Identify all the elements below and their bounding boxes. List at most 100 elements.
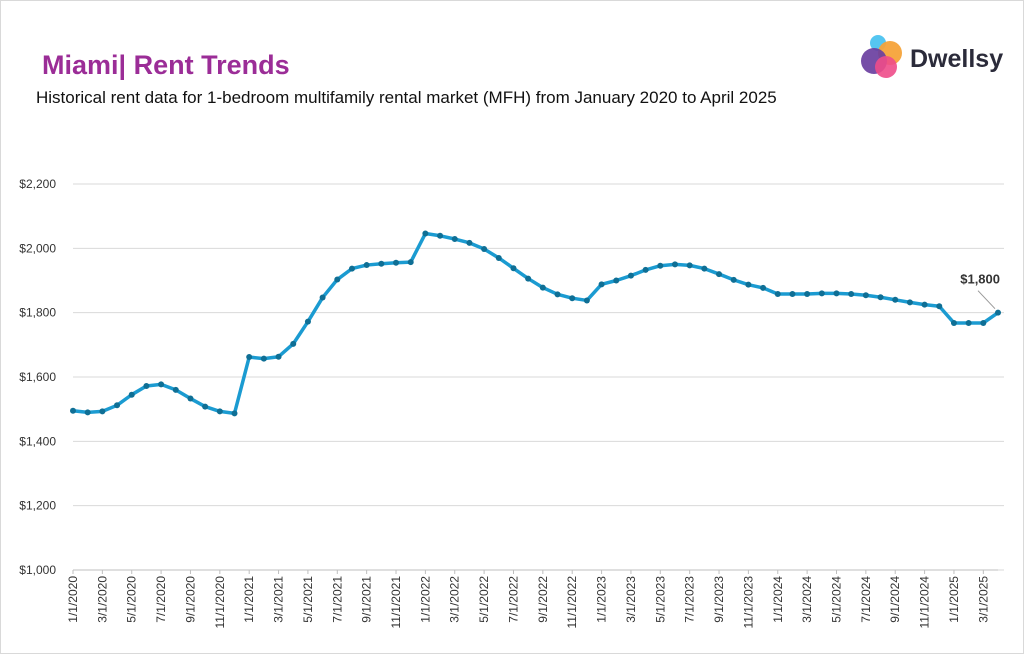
- data-point: [804, 291, 811, 298]
- x-tick-label: 11/1/2023: [741, 576, 755, 629]
- series-line: [72, 231, 1000, 416]
- data-point: [231, 410, 238, 417]
- annotation-leader: [977, 290, 996, 310]
- data-point: [627, 272, 634, 279]
- data-point: [187, 395, 194, 402]
- chart-title: Miami| Rent Trends: [42, 50, 290, 80]
- data-point: [334, 276, 341, 283]
- data-point: [481, 245, 488, 252]
- data-point: [495, 254, 502, 261]
- data-point: [730, 276, 737, 283]
- data-point: [172, 386, 179, 393]
- data-point: [246, 354, 253, 361]
- data-point: [980, 319, 987, 326]
- data-point: [569, 295, 576, 302]
- data-point: [613, 277, 620, 284]
- y-tick-label: $1,400: [19, 434, 56, 448]
- data-point: [348, 265, 355, 272]
- data-point: [686, 262, 693, 269]
- data-point: [936, 303, 943, 310]
- data-point: [818, 290, 825, 297]
- x-tick-label: 9/1/2021: [360, 576, 374, 623]
- x-tick-label: 3/1/2024: [800, 576, 814, 623]
- data-point: [70, 407, 76, 414]
- data-point: [642, 266, 649, 273]
- x-tick-label: 9/1/2023: [712, 576, 726, 623]
- data-label: $1,800: [960, 272, 1000, 287]
- x-tick-label: 9/1/2022: [536, 576, 550, 623]
- data-point: [745, 281, 752, 288]
- x-tick-label: 3/1/2025: [976, 576, 990, 623]
- data-point: [128, 391, 135, 398]
- x-tick-label: 1/1/2025: [947, 576, 961, 623]
- data-point: [774, 291, 781, 298]
- x-tick-label: 3/1/2021: [272, 576, 286, 623]
- x-tick-label: 7/1/2020: [154, 576, 168, 623]
- data-point: [877, 294, 884, 301]
- chart-subtitle: Historical rent data for 1-bedroom multi…: [36, 88, 777, 107]
- x-tick-label: 7/1/2021: [330, 576, 344, 623]
- data-point: [789, 291, 796, 298]
- x-tick-label: 9/1/2024: [888, 576, 902, 623]
- data-point: [554, 291, 561, 298]
- data-point: [466, 239, 473, 246]
- x-tick-label: 7/1/2024: [859, 576, 873, 623]
- data-point: [583, 297, 590, 304]
- data-point: [202, 403, 209, 410]
- data-point: [114, 402, 121, 409]
- brand-logo: Dwellsy: [858, 33, 1008, 83]
- data-point: [716, 271, 723, 278]
- data-point: [892, 296, 899, 303]
- x-tick-label: 11/1/2024: [918, 576, 932, 629]
- data-point: [143, 383, 150, 390]
- y-tick-label: $1,000: [19, 563, 56, 577]
- x-tick-label: 1/1/2020: [66, 576, 80, 623]
- x-tick-label: 3/1/2020: [95, 576, 109, 623]
- data-point: [158, 381, 165, 388]
- y-tick-label: $1,800: [19, 306, 56, 320]
- x-tick-label: 7/1/2022: [506, 576, 520, 623]
- data-point: [393, 259, 400, 266]
- data-point: [598, 281, 605, 288]
- data-point: [84, 409, 91, 416]
- data-point: [848, 291, 855, 298]
- data-point: [290, 340, 297, 347]
- data-point: [539, 284, 546, 291]
- data-point: [216, 408, 223, 415]
- data-point: [906, 299, 913, 306]
- x-tick-label: 5/1/2024: [829, 576, 843, 623]
- y-tick-label: $2,200: [19, 177, 56, 191]
- data-point: [657, 262, 664, 269]
- data-point: [363, 262, 370, 269]
- data-point: [260, 355, 267, 362]
- data-point: [833, 290, 840, 297]
- x-tick-label: 5/1/2021: [301, 576, 315, 623]
- y-tick-label: $2,000: [19, 241, 56, 255]
- data-point: [378, 260, 385, 267]
- x-tick-label: 5/1/2022: [477, 576, 491, 623]
- data-point: [304, 318, 311, 325]
- data-point: [671, 261, 678, 268]
- data-point: [275, 353, 282, 360]
- data-point: [319, 294, 326, 301]
- brand-name: Dwellsy: [910, 45, 1004, 73]
- data-point: [525, 275, 532, 282]
- y-tick-label: $1,600: [19, 370, 56, 384]
- data-point: [921, 301, 928, 308]
- x-tick-label: 1/1/2024: [771, 576, 785, 623]
- x-tick-label: 3/1/2022: [448, 576, 462, 623]
- data-point: [701, 265, 708, 272]
- data-point: [437, 232, 444, 239]
- overlapping-circles-logo-icon: [861, 35, 902, 78]
- x-tick-label: 11/1/2021: [389, 576, 403, 629]
- x-tick-label: 1/1/2022: [418, 576, 432, 623]
- y-tick-label: $1,200: [19, 499, 56, 513]
- x-tick-label: 1/1/2021: [242, 576, 256, 623]
- x-tick-label: 1/1/2023: [595, 576, 609, 623]
- data-point: [99, 408, 106, 415]
- data-point: [862, 292, 869, 299]
- x-tick-label: 3/1/2023: [624, 576, 638, 623]
- data-point: [760, 284, 767, 291]
